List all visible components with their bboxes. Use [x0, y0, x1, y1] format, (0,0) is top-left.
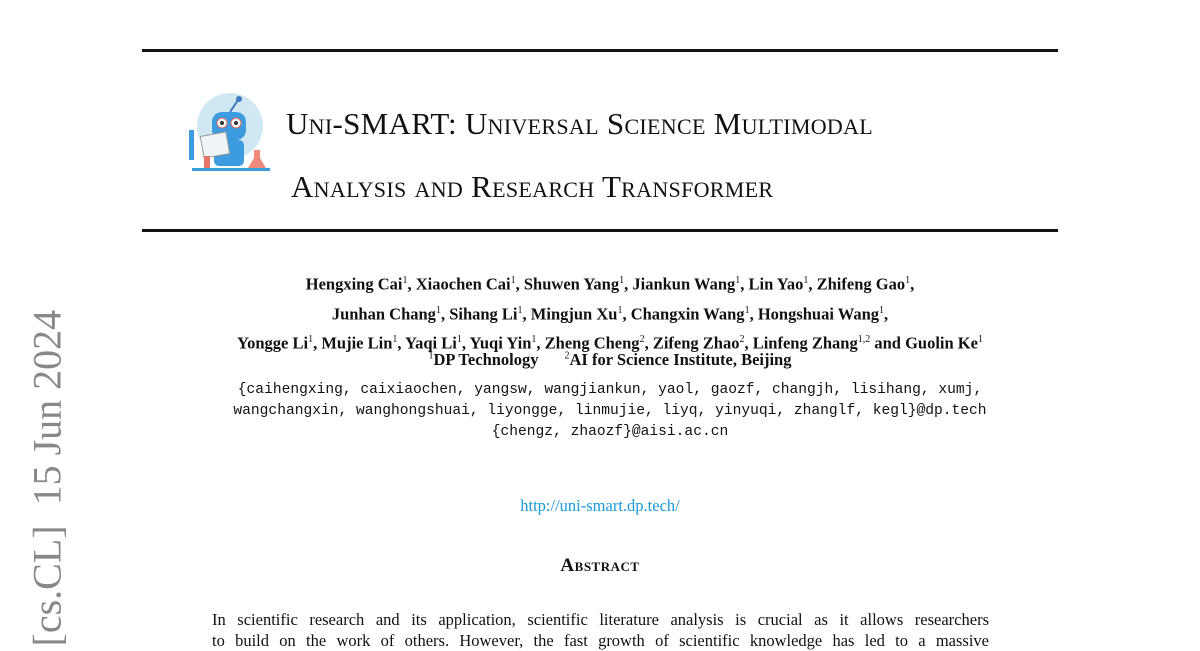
- affiliation-mark: 1: [402, 275, 408, 286]
- author-name: Shuwen Yang: [523, 274, 620, 294]
- affiliation-mark: 1: [744, 304, 750, 316]
- author-list: Hengxing Cai1, Xiaochen Cai1, Shuwen Yan…: [130, 268, 1090, 357]
- author-line-2: Junhan Chang1, Sihang Li1, Mingjun Xu1, …: [331, 304, 889, 323]
- paper-title-line-1: Uni-SMART: Universal Science Multimodal: [286, 106, 874, 141]
- affiliation-mark: 1,2: [857, 334, 871, 345]
- abstract-line: to build on the work of others. However,…: [212, 631, 989, 650]
- author-name: Hengxing Cai: [305, 274, 403, 294]
- affiliation-mark: 1: [308, 334, 314, 345]
- affiliations: 1DP Technology 2AI for Science Institute,…: [130, 350, 1090, 370]
- top-rule: [142, 49, 1058, 52]
- author-line-3: Yongge Li1, Mujie Lin1, Yaqi Li1, Yuqi Y…: [237, 333, 983, 353]
- abstract-heading: Abstract: [560, 555, 640, 576]
- email-line: {caihengxing, caixiaochen, yangsw, wangj…: [237, 382, 983, 398]
- affiliation: 1DP Technology: [429, 350, 539, 369]
- affiliation-mark: 2: [739, 334, 745, 345]
- affiliation-mark: 1: [977, 334, 983, 345]
- affiliation-mark: 1: [905, 275, 911, 286]
- bottom-rule: [142, 229, 1058, 232]
- affiliation-mark: 1: [456, 334, 462, 345]
- author-name: Zhifeng Gao: [816, 274, 906, 294]
- author-name: Zifeng Zhao: [652, 333, 740, 353]
- author-name: Lin Yao: [748, 274, 804, 294]
- author-name: Yuqi Yin: [469, 333, 532, 353]
- author-name: Xiaochen Cai: [415, 274, 511, 294]
- affiliation-mark: 1: [435, 304, 441, 316]
- author-name: Junhan Chang: [331, 304, 436, 323]
- affiliation-mark: 1: [879, 304, 885, 316]
- paper-title-line-2: Analysis and Research Transformer: [291, 169, 774, 204]
- affiliation-mark: 1: [735, 275, 741, 286]
- affiliation-name: DP Technology: [433, 350, 539, 369]
- email-line: {chengz, zhaozf}@aisi.ac.cn: [491, 424, 729, 440]
- project-link[interactable]: http://uni-smart.dp.tech/: [520, 496, 680, 515]
- author-name: Guolin Ke: [905, 333, 978, 353]
- affiliation-mark: 1: [510, 275, 516, 286]
- author-name: Yaqi Li: [405, 333, 457, 353]
- email-list: {caihengxing, caixiaochen, yangsw, wangj…: [130, 380, 1090, 443]
- affiliation-name: AI for Science Institute, Beijing: [569, 350, 792, 369]
- author-name: Linfeng Zhang: [752, 333, 858, 353]
- affiliation-mark: 2: [639, 334, 645, 345]
- affiliation-mark: 1: [803, 275, 809, 286]
- affiliation-mark: 1: [392, 334, 398, 345]
- author-line-1: Hengxing Cai1, Xiaochen Cai1, Shuwen Yan…: [305, 274, 915, 294]
- arxiv-side-stamp: [cs.CL] 15 Jun 2024: [24, 309, 70, 647]
- author-name: Yongge Li: [237, 333, 309, 353]
- author-name: Sihang Li: [449, 304, 518, 323]
- author-name: Mujie Lin: [321, 333, 393, 353]
- affiliation: 2AI for Science Institute, Beijing: [565, 350, 792, 369]
- affiliation-mark: 1: [531, 334, 537, 345]
- affiliation-number: 2: [564, 350, 570, 362]
- affiliation-mark: 1: [619, 275, 625, 286]
- affiliation-mark: 1: [617, 304, 623, 316]
- author-name: Mingjun Xu: [530, 304, 618, 323]
- author-name: Zheng Cheng: [544, 333, 640, 353]
- affiliation-number: 1: [428, 350, 434, 362]
- email-line: wangchangxin, wanghongshuai, liyongge, l…: [233, 403, 987, 419]
- abstract-text: In scientific research and its applicati…: [212, 609, 989, 651]
- abstract-line: In scientific research and its applicati…: [212, 610, 989, 629]
- robot-scientist-logo-icon: [184, 90, 276, 173]
- author-name: Changxin Wang: [630, 304, 745, 323]
- author-name: Hongshuai Wang: [757, 304, 880, 323]
- affiliation-mark: 1: [517, 304, 523, 316]
- author-name: Jiankun Wang: [632, 274, 736, 294]
